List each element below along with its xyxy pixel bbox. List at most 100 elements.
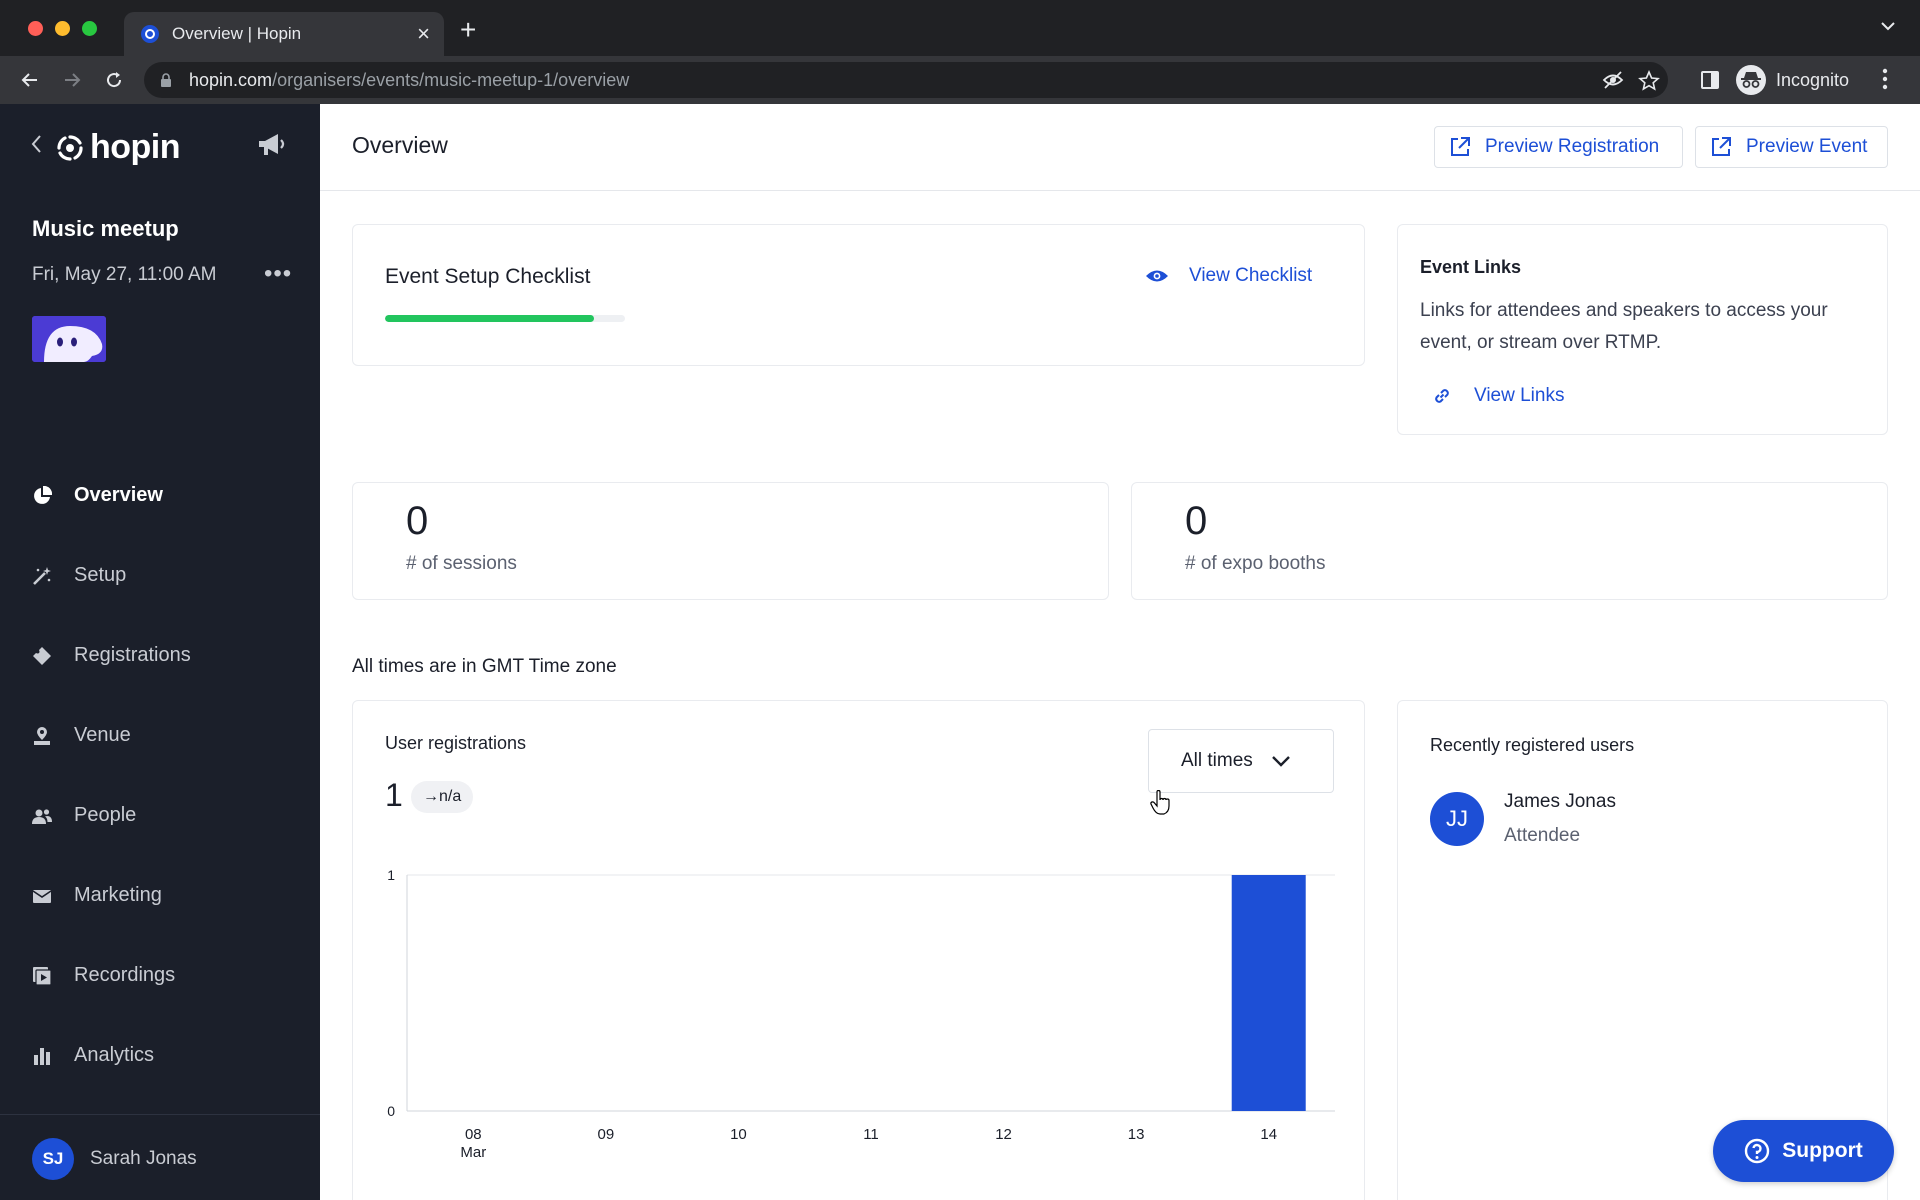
eye-icon (1146, 270, 1168, 282)
browser-tab[interactable]: Overview | Hopin × (124, 12, 444, 56)
eye-slash-icon[interactable] (1602, 70, 1624, 90)
hopin-logo-icon (57, 134, 83, 161)
chevron-left-icon[interactable] (30, 134, 42, 154)
event-date: Fri, May 27, 11:00 AM (32, 264, 217, 285)
tab-title: Overview | Hopin (172, 24, 302, 43)
preview-event-button[interactable]: Preview Event (1695, 126, 1888, 168)
arrow-left-icon (21, 73, 37, 87)
checklist-progress-bar (385, 315, 625, 322)
registrations-title: User registrations (385, 733, 527, 753)
ghost-mascot-icon (32, 316, 106, 362)
hand-cursor-icon (1150, 790, 1170, 815)
user-name: Sarah Jonas (90, 1148, 197, 1169)
bar-chart-icon (34, 1048, 50, 1065)
sidebar: hopin Music meetup Fri, May 27, 11:00 AM… (0, 104, 320, 1200)
time-range-select[interactable]: All times (1148, 729, 1334, 793)
bookmark-star-icon[interactable] (1638, 70, 1660, 92)
maximize-window-button[interactable] (82, 21, 97, 36)
registrations-count: 1 (385, 777, 403, 813)
chart-y-tick-label: 1 (387, 867, 395, 883)
address-bar[interactable]: hopin.com/organisers/events/music-meetup… (144, 62, 1668, 98)
time-range-value: All times (1181, 750, 1253, 771)
external-link-icon (1451, 137, 1470, 156)
sidebar-item-setup[interactable]: Setup (0, 548, 320, 604)
tab-close-icon[interactable]: × (417, 21, 430, 46)
page-header: Overview Preview Registration Preview Ev… (320, 104, 1920, 191)
tab-search-chevron-icon[interactable] (1880, 20, 1896, 32)
chart-y-tick-label: 0 (387, 1103, 395, 1119)
chart-x-tick-label: 10 (730, 1126, 747, 1143)
chart-x-tick-label: 08 (465, 1126, 482, 1143)
link-icon (1435, 389, 1449, 403)
pie-chart-icon (34, 486, 52, 504)
chart-x-tick-label: 12 (995, 1126, 1012, 1143)
chart-x-tick-label: 14 (1260, 1126, 1277, 1143)
preview-registration-button[interactable]: Preview Registration (1434, 126, 1683, 168)
sessions-label: # of sessions (406, 553, 517, 574)
expo-booths-stat-card: 0 # of expo booths (1131, 482, 1888, 600)
sidebar-item-marketing[interactable]: Marketing (0, 868, 320, 924)
browser-toolbar: hopin.com/organisers/events/music-meetup… (0, 56, 1920, 104)
event-links-title: Event Links (1420, 257, 1522, 277)
event-setup-checklist-card: Event Setup Checklist View Checklist (352, 224, 1365, 366)
sidebar-item-recordings[interactable]: Recordings (0, 948, 320, 1004)
event-thumbnail[interactable] (32, 316, 106, 362)
registrations-change-badge: →n/a (411, 781, 474, 813)
hopin-logo[interactable]: hopin (56, 128, 181, 167)
user-menu[interactable]: SJ Sarah Jonas (32, 1138, 197, 1180)
support-button[interactable]: Support (1713, 1120, 1894, 1182)
sessions-count: 0 (406, 499, 429, 543)
view-checklist-label: View Checklist (1189, 265, 1313, 286)
avatar: JJ (1430, 792, 1484, 846)
support-label: Support (1782, 1139, 1863, 1162)
view-links-link[interactable]: View Links (1432, 385, 1564, 407)
megaphone-icon[interactable] (256, 132, 288, 158)
browser-menu-icon[interactable] (1882, 68, 1888, 90)
view-checklist-link[interactable]: View Checklist (1145, 265, 1312, 287)
recent-users-title: Recently registered users (1430, 735, 1635, 755)
hopin-app: hopin Music meetup Fri, May 27, 11:00 AM… (0, 104, 1920, 1200)
recent-user-role: Attendee (1504, 825, 1581, 846)
minimize-window-button[interactable] (55, 21, 70, 36)
close-window-button[interactable] (28, 21, 43, 36)
event-links-card: Event Links Links for attendees and spea… (1397, 224, 1888, 435)
list-item[interactable]: JJ James Jonas Attendee (1430, 791, 1616, 847)
arrow-right-icon (65, 73, 81, 87)
recording-icon (33, 967, 52, 986)
avatar: SJ (32, 1138, 74, 1180)
sidebar-item-analytics[interactable]: Analytics (0, 1028, 320, 1084)
preview-event-label: Preview Event (1746, 136, 1868, 157)
recent-users-card: Recently registered users JJ James Jonas… (1397, 700, 1888, 1200)
side-panel-icon[interactable] (1700, 70, 1720, 90)
browser-tab-bar: Overview | Hopin × + (0, 0, 1920, 56)
reload-icon (107, 72, 122, 88)
preview-registration-label: Preview Registration (1485, 136, 1660, 157)
back-button[interactable] (16, 66, 44, 94)
magic-wand-icon (33, 567, 51, 585)
sessions-stat-card: 0 # of sessions (352, 482, 1109, 600)
reload-button[interactable] (100, 66, 128, 94)
venue-pin-icon (34, 727, 50, 745)
checklist-title: Event Setup Checklist (385, 265, 591, 288)
people-icon (32, 809, 52, 824)
sidebar-item-label: Setup (74, 564, 127, 586)
url-text: hopin.com/organisers/events/music-meetup… (189, 70, 630, 90)
event-name: Music meetup (32, 216, 179, 241)
sidebar-item-overview[interactable]: Overview (0, 468, 320, 524)
sidebar-item-registrations[interactable]: Registrations (0, 628, 320, 684)
incognito-indicator[interactable]: Incognito (1736, 64, 1849, 96)
new-tab-button[interactable]: + (460, 14, 477, 45)
ticket-icon (33, 647, 51, 665)
checklist-progress-fill (385, 315, 594, 322)
sidebar-item-venue[interactable]: Venue (0, 708, 320, 764)
view-links-label: View Links (1474, 385, 1565, 406)
chart-x-tick-label: 11 (863, 1126, 879, 1143)
event-more-options-button[interactable]: ••• (264, 260, 293, 287)
expo-booths-label: # of expo booths (1185, 553, 1326, 574)
chevron-down-icon (1271, 756, 1290, 767)
timezone-note: All times are in GMT Time zone (352, 656, 617, 677)
sidebar-item-people[interactable]: People (0, 788, 320, 844)
forward-button[interactable] (58, 66, 86, 94)
chart-bar (1231, 875, 1306, 1111)
sidebar-item-label: Recordings (74, 964, 176, 986)
